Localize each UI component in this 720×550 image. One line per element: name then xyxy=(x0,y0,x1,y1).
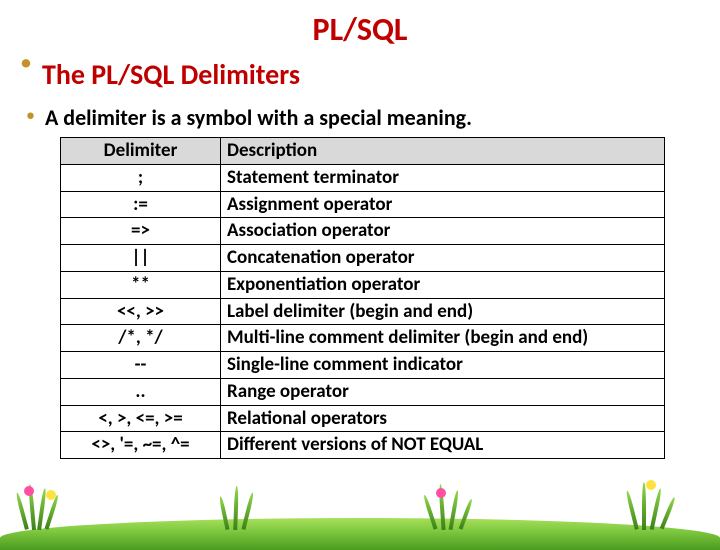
cell-delimiter: <, >, <=, >= xyxy=(61,405,221,432)
table-row: ;Statement terminator xyxy=(61,164,665,191)
intro-line: • A delimiter is a symbol with a special… xyxy=(26,104,720,131)
cell-description: Range operator xyxy=(221,378,665,405)
table-row: :=Assignment operator xyxy=(61,191,665,218)
cell-delimiter: => xyxy=(61,218,221,245)
table-row: /*, */Multi-line comment delimiter (begi… xyxy=(61,325,665,352)
table-row: --Single-line comment indicator xyxy=(61,352,665,379)
cell-description: Relational operators xyxy=(221,405,665,432)
table-row: ||Concatenation operator xyxy=(61,245,665,272)
cell-delimiter: <>, '=, ~=, ^= xyxy=(61,432,221,459)
cell-description: Multi-line comment delimiter (begin and … xyxy=(221,325,665,352)
table-row: ..Range operator xyxy=(61,378,665,405)
cell-delimiter: ; xyxy=(61,164,221,191)
cell-delimiter: || xyxy=(61,245,221,272)
bullet-icon: • xyxy=(26,104,35,127)
cell-delimiter: <<, >> xyxy=(61,298,221,325)
cell-description: Concatenation operator xyxy=(221,245,665,272)
table-row: =>Association operator xyxy=(61,218,665,245)
cell-description: Exponentiation operator xyxy=(221,271,665,298)
cell-description: Label delimiter (begin and end) xyxy=(221,298,665,325)
cell-description: Association operator xyxy=(221,218,665,245)
cell-description: Statement terminator xyxy=(221,164,665,191)
table-row: <, >, <=, >=Relational operators xyxy=(61,405,665,432)
bullet-icon: • xyxy=(20,49,32,78)
table-header-row: Delimiter Description xyxy=(61,138,665,165)
cell-description: Assignment operator xyxy=(221,191,665,218)
table-row: <>, '=, ~=, ^=Different versions of NOT … xyxy=(61,432,665,459)
cell-description: Different versions of NOT EQUAL xyxy=(221,432,665,459)
table-row: <<, >>Label delimiter (begin and end) xyxy=(61,298,665,325)
subheading-line: • The PL/SQL Delimiters xyxy=(20,49,720,92)
cell-delimiter: /*, */ xyxy=(61,325,221,352)
cell-delimiter: .. xyxy=(61,378,221,405)
cell-delimiter: -- xyxy=(61,352,221,379)
col-header-description: Description xyxy=(221,138,665,165)
cell-delimiter: := xyxy=(61,191,221,218)
page-title: PL/SQL xyxy=(0,10,720,49)
cell-description: Single-line comment indicator xyxy=(221,352,665,379)
table-row: **Exponentiation operator xyxy=(61,271,665,298)
subheading-text: The PL/SQL Delimiters xyxy=(42,57,300,92)
intro-text: A delimiter is a symbol with a special m… xyxy=(45,104,472,131)
col-header-delimiter: Delimiter xyxy=(61,138,221,165)
cell-delimiter: ** xyxy=(61,271,221,298)
delimiters-table: Delimiter Description ;Statement termina… xyxy=(60,137,665,459)
